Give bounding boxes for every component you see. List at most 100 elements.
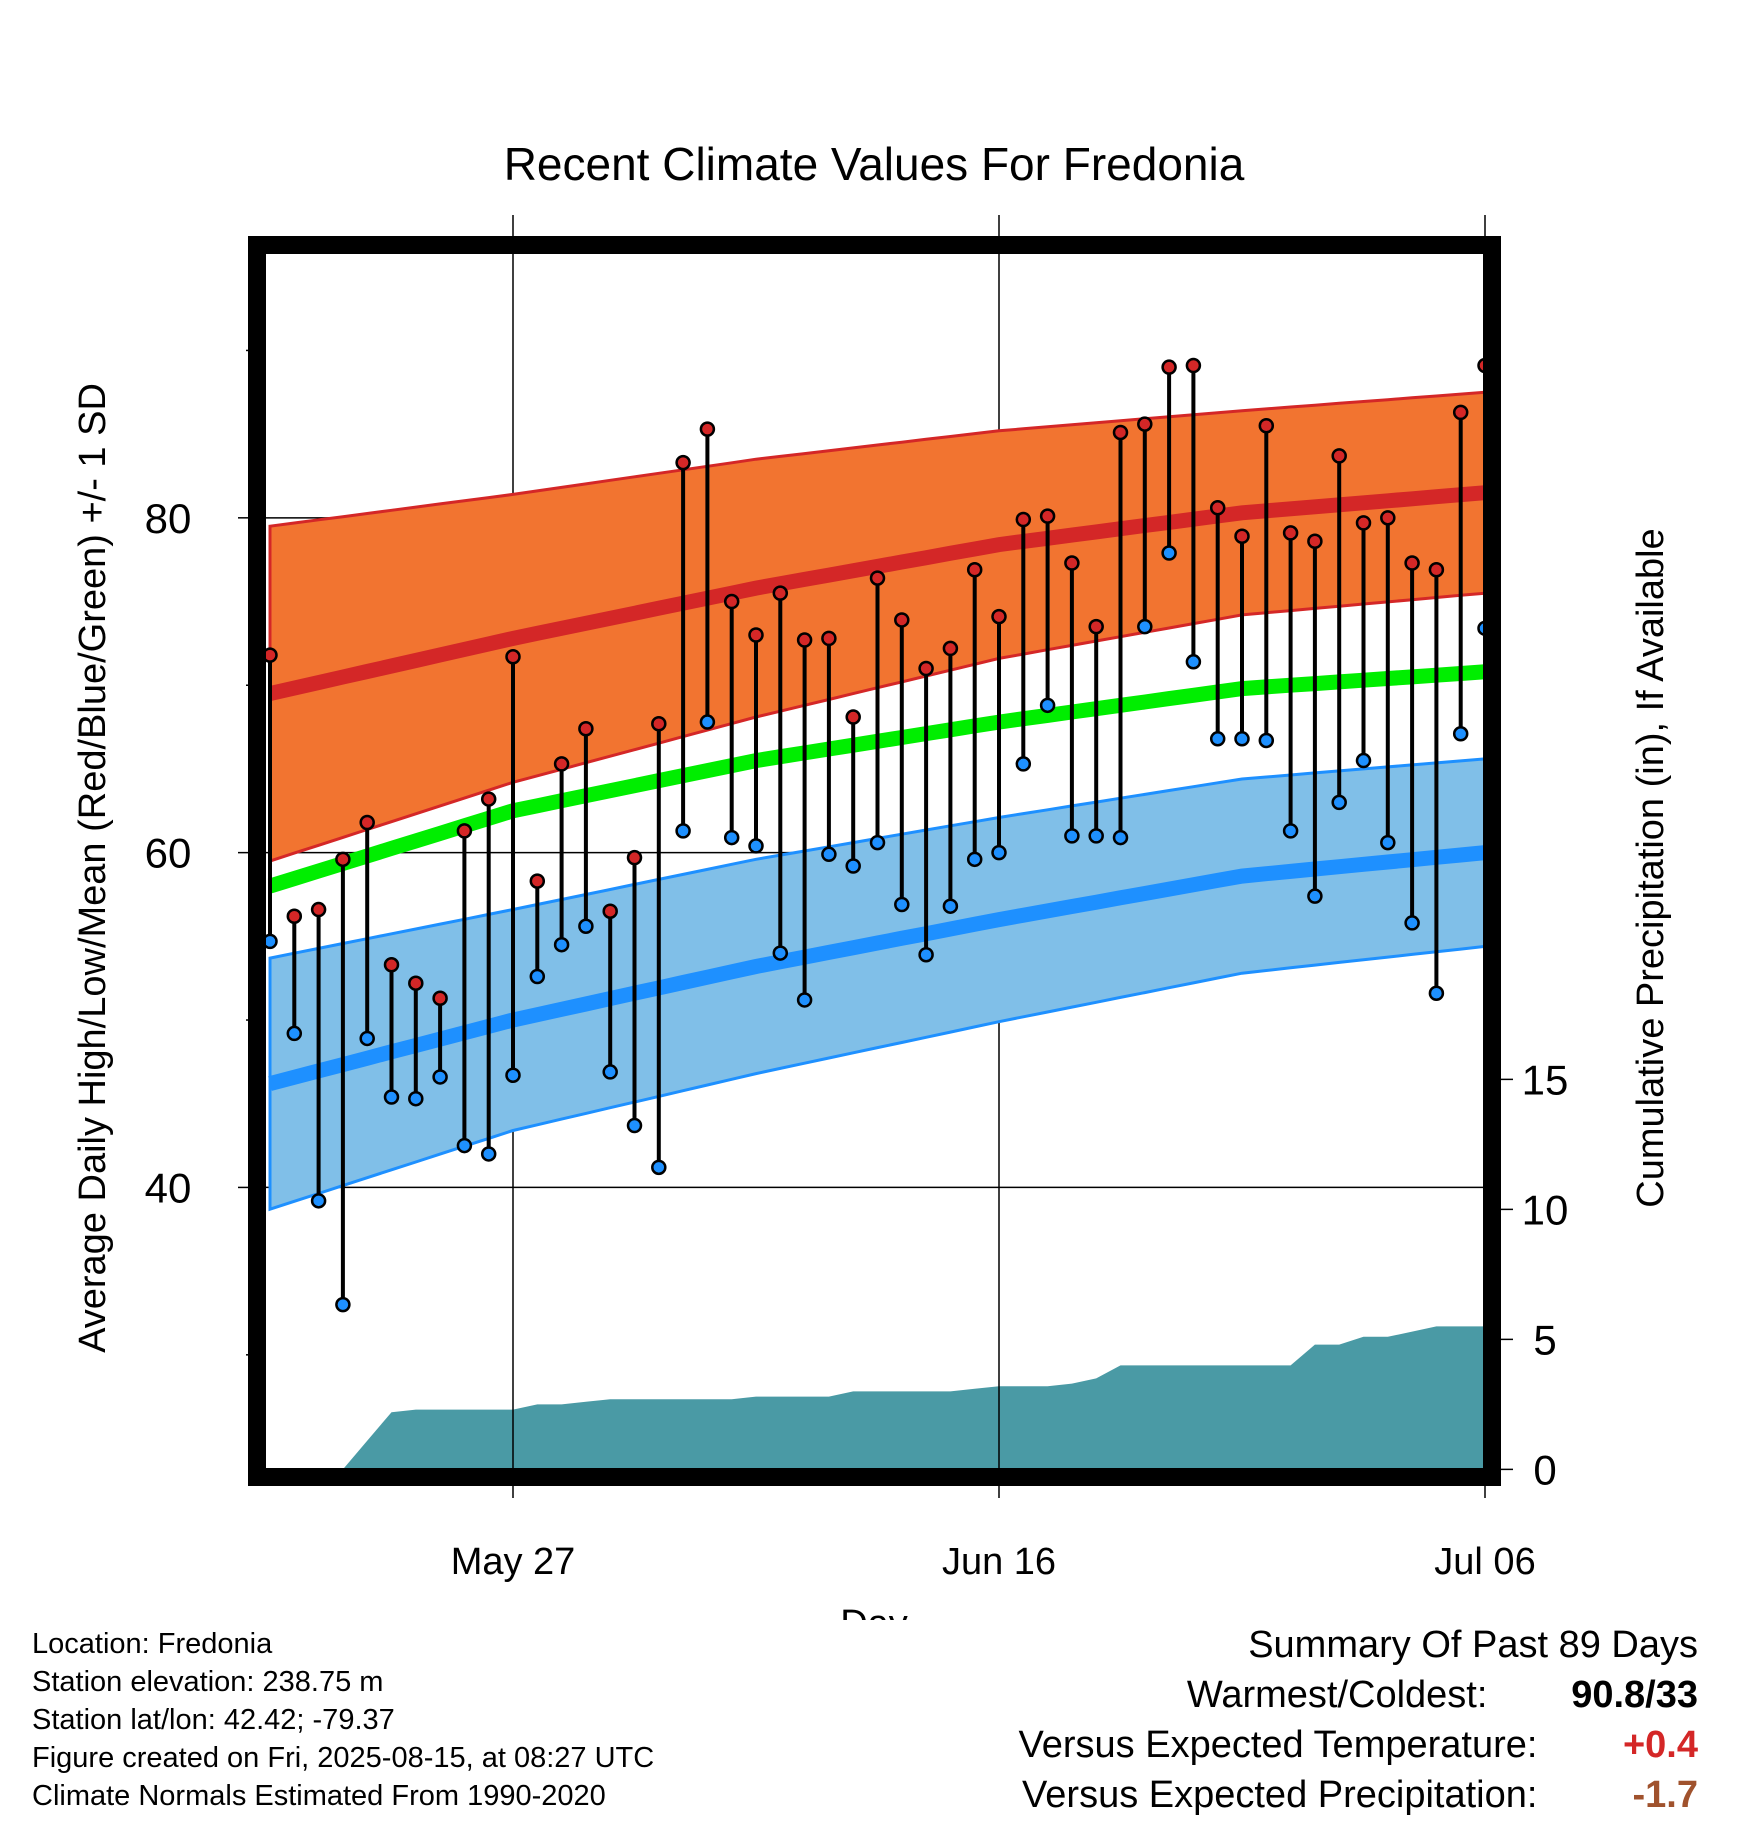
daily-high-point	[1551, 553, 1564, 566]
daily-low-point	[432, 1069, 448, 1085]
daily-high-point	[310, 901, 327, 918]
daily-high-point	[821, 630, 837, 647]
daily-high-point	[1112, 424, 1129, 441]
daily-high-point	[286, 908, 303, 924]
daily-low-point	[1452, 726, 1469, 742]
summary-title: Summary Of Past 89 Days	[1248, 1624, 1698, 1666]
daily-high-point	[1452, 404, 1469, 421]
precip-diff-value: -1.7	[1632, 1774, 1698, 1816]
daily-high-point	[1428, 561, 1445, 578]
precip-diff-label: Versus Expected Precipitation:	[1022, 1774, 1538, 1816]
daily-low-point	[772, 945, 789, 961]
daily-high-point	[1697, 473, 1710, 486]
plot-frame	[248, 236, 1501, 1486]
daily-low-point	[1064, 828, 1080, 844]
daily-high-point	[1234, 528, 1250, 544]
summary-temp-row: Versus Expected Temperature: +0.4	[1019, 1720, 1698, 1770]
temp-diff-value: +0.4	[1622, 1724, 1698, 1766]
y2-tick-label: 5	[1533, 1316, 1556, 1363]
daily-high-point	[1258, 418, 1275, 434]
normals-text: Climate Normals Estimated From 1990-2020	[32, 1780, 606, 1812]
daily-low-point	[1039, 697, 1056, 714]
x-tick-label: May 27	[451, 1541, 576, 1583]
x-axis-label: Day	[840, 1603, 908, 1620]
daily-low-point	[1234, 731, 1250, 747]
daily-high-point	[1161, 359, 1177, 375]
daily-high-point	[335, 851, 351, 868]
daily-low-point	[869, 834, 886, 851]
daily-low-point	[796, 992, 813, 1008]
elevation-text: Station elevation: 238.75 m	[32, 1666, 384, 1698]
summary-warmest-row: Warmest/Coldest: 90.8/33	[1019, 1670, 1698, 1720]
daily-high-point	[1015, 511, 1032, 528]
y-tick-label: 40	[145, 1164, 192, 1211]
daily-high-point	[480, 791, 497, 807]
daily-low-point	[1673, 714, 1686, 727]
daily-high-point	[626, 849, 643, 866]
daily-low-point	[918, 946, 934, 963]
daily-low-point	[1161, 545, 1177, 561]
y-tick-label: 80	[145, 495, 192, 542]
daily-high-point	[383, 957, 400, 973]
daily-low-point	[1185, 654, 1202, 670]
chart-title: Recent Climate Values For Fredonia	[504, 138, 1245, 190]
daily-low-point	[1112, 829, 1129, 846]
daily-high-point	[1503, 463, 1516, 476]
daily-high-point	[529, 873, 546, 889]
created-text: Figure created on Fri, 2025-08-15, at 08…	[32, 1742, 655, 1774]
daily-high-point	[1185, 357, 1202, 374]
daily-low-point	[1258, 732, 1275, 749]
plot-area	[262, 250, 1735, 1472]
daily-high-point	[432, 990, 448, 1007]
daily-high-point	[1527, 612, 1540, 625]
daily-low-point	[456, 1137, 473, 1154]
daily-low-point	[505, 1067, 521, 1084]
low-sd-band	[268, 757, 1487, 1212]
daily-low-point	[1282, 823, 1299, 839]
x-tick-label: Jul 06	[1434, 1541, 1535, 1583]
daily-high-point	[942, 640, 959, 657]
y-tick-label: 60	[145, 830, 192, 877]
daily-low-point	[1551, 804, 1564, 817]
daily-low-point	[1404, 915, 1420, 931]
daily-high-point	[675, 454, 691, 471]
daily-high-point	[1282, 525, 1299, 541]
daily-high-point	[845, 709, 861, 725]
daily-high-point	[408, 975, 424, 991]
daily-low-point	[821, 846, 837, 863]
daily-high-point	[991, 608, 1007, 625]
station-info: Location: Fredonia Station elevation: 23…	[32, 1625, 654, 1815]
daily-high-point	[1039, 508, 1056, 524]
daily-high-point	[602, 903, 618, 919]
y2-tick-label: 10	[1522, 1186, 1569, 1233]
daily-high-point	[359, 814, 375, 831]
daily-high-point	[1404, 555, 1420, 571]
daily-high-point	[1576, 443, 1589, 456]
daily-low-point	[286, 1025, 303, 1042]
y2-axis-label: Cumulative Precipitation (in), If Availa…	[1630, 528, 1672, 1207]
daily-low-point	[748, 838, 764, 854]
daily-low-point	[1600, 707, 1613, 720]
daily-low-point	[480, 1146, 497, 1162]
daily-high-point	[1649, 468, 1662, 481]
x-tick-label: Jun 16	[942, 1541, 1056, 1583]
daily-high-point	[894, 612, 910, 628]
daily-low-point	[1722, 746, 1735, 759]
daily-low-point	[578, 918, 594, 935]
daily-low-point	[626, 1117, 643, 1134]
daily-high-point	[1673, 486, 1686, 499]
climate-chart: Recent Climate Values For Fredonia90Days…	[72, 138, 1735, 1620]
daily-low-point	[529, 968, 546, 985]
daily-high-point	[1355, 515, 1372, 531]
daily-low-point	[1307, 888, 1323, 904]
daily-low-point	[359, 1030, 375, 1047]
daily-low-point	[966, 851, 983, 868]
daily-low-point	[1355, 752, 1372, 769]
daily-high-point	[1209, 500, 1226, 516]
daily-low-point	[1015, 756, 1032, 772]
daily-high-point	[1088, 618, 1104, 635]
summary-panel: Summary Of Past 89 Days Warmest/Coldest:…	[1019, 1620, 1698, 1820]
daily-low-point	[383, 1089, 400, 1105]
daily-low-point	[845, 858, 861, 874]
daily-low-point	[1088, 828, 1104, 844]
